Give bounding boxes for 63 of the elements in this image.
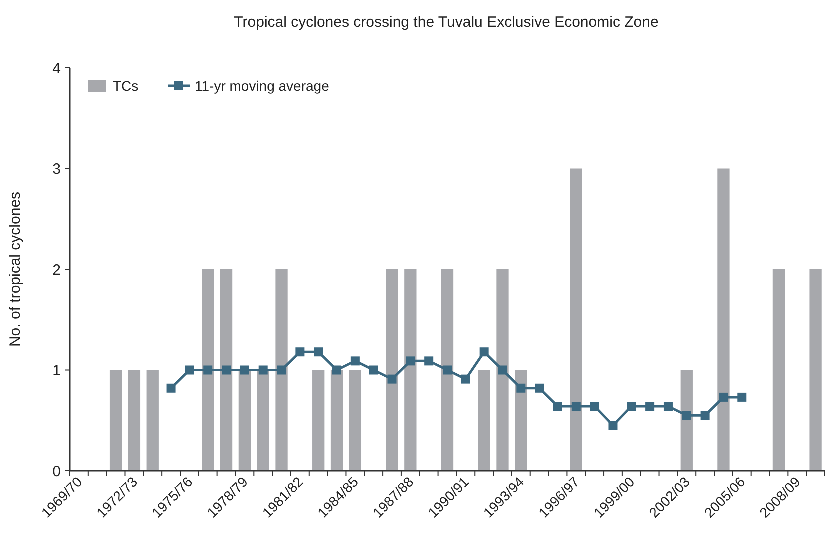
point (185, 366, 194, 375)
y-tick-label: 0 (52, 463, 61, 480)
bar (718, 168, 730, 471)
point (350, 356, 360, 366)
bar (110, 370, 122, 471)
bar (478, 370, 490, 471)
point (332, 366, 342, 375)
point (406, 356, 416, 366)
point (424, 356, 434, 366)
bar (276, 270, 288, 471)
bar (680, 370, 693, 471)
point (388, 374, 397, 384)
point (572, 402, 581, 412)
y-axis-title: No. of tropical cyclones (7, 192, 24, 348)
point (443, 366, 452, 375)
point (222, 366, 232, 375)
bar (238, 370, 252, 471)
y-tick-label: 1 (52, 362, 61, 380)
point (738, 392, 747, 402)
bar (349, 370, 362, 471)
chart-title: Tropical cyclones crossing the Tuvalu Exclusive Economic Zone (234, 14, 659, 31)
bar (128, 370, 141, 471)
point (204, 366, 213, 375)
point (480, 348, 489, 357)
point (535, 384, 544, 393)
legend-label: TCs (113, 78, 139, 94)
point (314, 348, 324, 357)
bar (772, 270, 786, 471)
point (277, 366, 286, 375)
point (369, 366, 378, 375)
y-tick-label: 4 (52, 60, 61, 78)
point (664, 402, 673, 412)
bar (386, 270, 398, 471)
point (719, 392, 728, 402)
point (682, 411, 692, 420)
legend-label: 11-yr moving average (195, 78, 330, 94)
point (627, 402, 636, 412)
point (166, 384, 176, 393)
point (461, 374, 470, 384)
bar (202, 270, 214, 471)
bar (146, 370, 159, 471)
point (608, 421, 618, 430)
point (296, 348, 305, 357)
bar (330, 370, 344, 471)
point (516, 384, 526, 393)
bar (404, 270, 417, 471)
point (258, 366, 268, 375)
bar (570, 168, 582, 471)
point (498, 366, 508, 375)
y-tick-label: 2 (52, 262, 61, 279)
point (240, 366, 250, 375)
bar (220, 270, 233, 471)
point (590, 402, 600, 412)
y-tick-label: 3 (52, 161, 61, 178)
bar (496, 270, 509, 471)
bar (810, 270, 822, 471)
bar (515, 370, 528, 471)
point (553, 402, 562, 412)
point (700, 411, 710, 420)
bar (312, 370, 325, 471)
bar (257, 370, 270, 471)
point (646, 402, 655, 412)
bar (441, 270, 454, 471)
